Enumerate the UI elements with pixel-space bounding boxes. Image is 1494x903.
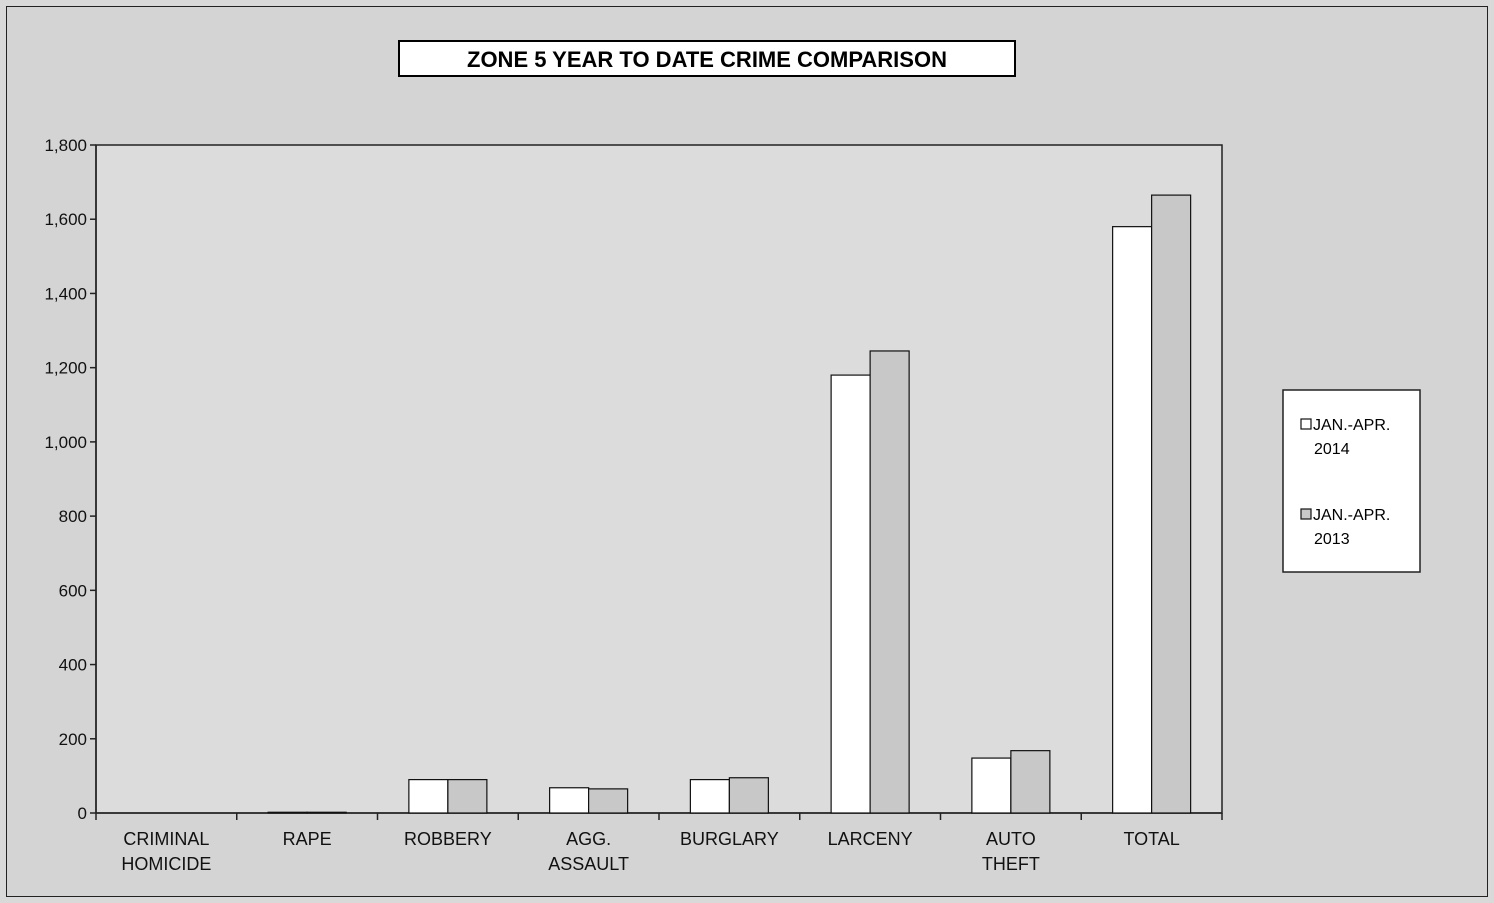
y-tick-label: 1,800 [44, 136, 87, 155]
x-category-label: RAPE [283, 829, 332, 849]
bar-series-1-1 [306, 811, 347, 814]
x-category-label: AGG. [566, 829, 611, 849]
y-tick-label: 600 [59, 581, 87, 600]
x-category-label: BURGLARY [680, 829, 779, 849]
bar-series-0-5 [830, 374, 871, 814]
bar-series-0-6 [971, 757, 1012, 814]
x-category-label: AUTO [986, 829, 1036, 849]
bar-series-1-4 [728, 777, 769, 814]
legend-label: JAN.-APR. [1313, 417, 1390, 434]
y-tick-label: 200 [59, 730, 87, 749]
x-category-label: LARCENY [828, 829, 913, 849]
bar-series-1-5 [869, 350, 910, 814]
legend: JAN.-APR. 2014 JAN.-APR. 2013 [1282, 389, 1421, 573]
x-category-label: THEFT [982, 854, 1040, 874]
legend-swatch [1300, 418, 1312, 430]
bar-series-1-7 [1151, 194, 1192, 814]
y-tick-label: 1,600 [44, 210, 87, 229]
x-category-label: HOMICIDE [121, 854, 211, 874]
x-category-label: TOTAL [1123, 829, 1179, 849]
y-axis: 0 200 400 600 800 1,000 1,200 1,400 1,600 1,800 [44, 136, 97, 823]
y-tick-label: 1,000 [44, 433, 87, 452]
x-category-label: ASSAULT [548, 854, 629, 874]
plot-area [95, 144, 1223, 814]
bar-series-0-3 [549, 787, 590, 814]
y-tick-label: 1,200 [44, 359, 87, 378]
chart-title: ZONE 5 YEAR TO DATE CRIME COMPARISON [398, 40, 1016, 77]
legend-swatch [1300, 508, 1312, 520]
chart-title-box [398, 40, 1016, 77]
x-category-label: CRIMINAL [123, 829, 209, 849]
y-tick-label: 400 [59, 656, 87, 675]
legend-label: 2014 [1314, 441, 1350, 458]
bar-series-0-1 [267, 811, 308, 814]
bar-series-1-6 [1010, 750, 1051, 814]
chart-title-text: ZONE 5 YEAR TO DATE CRIME COMPARISON [467, 47, 947, 72]
legend-label: JAN.-APR. [1313, 507, 1390, 524]
x-axis: CRIMINAL HOMICIDE RAPE ROBBERY AGG. ASSAULT BU… [95, 812, 1223, 874]
y-tick-label: 800 [59, 507, 87, 526]
y-tick-label: 1,400 [44, 284, 87, 303]
y-tick-label: 0 [78, 804, 87, 823]
bars [267, 194, 1192, 814]
bar-series-0-2 [408, 778, 449, 814]
bar-series-0-4 [689, 778, 730, 814]
bar-series-1-2 [447, 778, 488, 814]
x-category-label: ROBBERY [404, 829, 492, 849]
bar-series-0-7 [1112, 226, 1153, 814]
legend-label: 2013 [1314, 531, 1350, 548]
bar-series-1-3 [588, 788, 629, 814]
